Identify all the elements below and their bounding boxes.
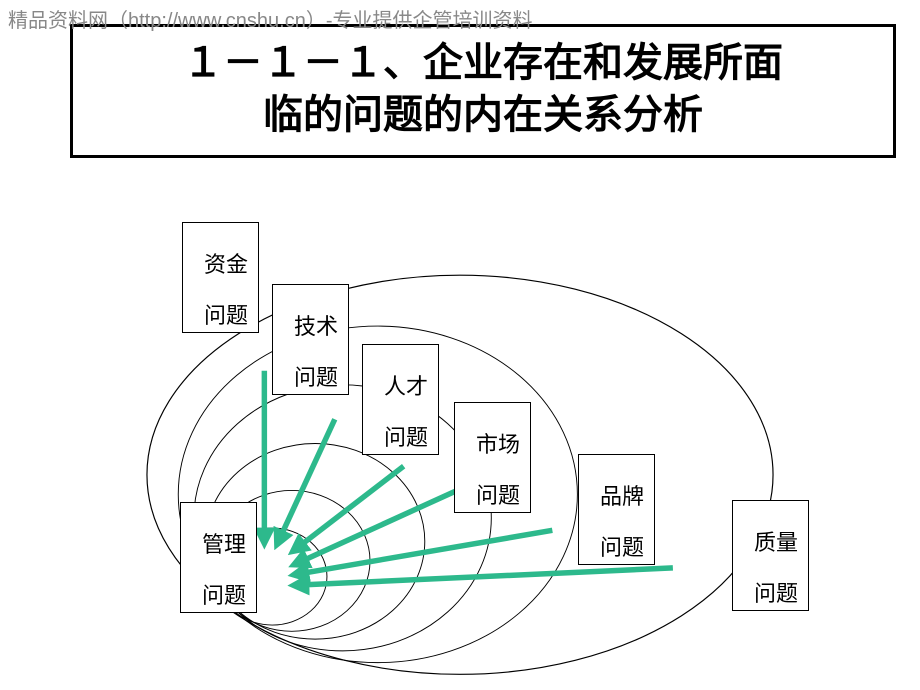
node-technology-l1: 技术 xyxy=(294,314,338,339)
node-capital: 资金 问题 xyxy=(182,222,259,333)
node-technology: 技术 问题 xyxy=(272,284,349,395)
node-market-l1: 市场 xyxy=(476,432,520,457)
node-management-l1: 管理 xyxy=(202,532,246,557)
node-quality: 质量 问题 xyxy=(732,500,809,611)
node-management-l2: 问题 xyxy=(202,583,246,608)
node-management: 管理 问题 xyxy=(180,502,257,613)
watermark-text: 精品资料网（http://www.cnshu.cn）-专业提供企管培训资料 xyxy=(8,4,533,33)
node-brand-l1: 品牌 xyxy=(600,484,644,509)
node-talent-l1: 人才 xyxy=(384,374,428,399)
title-line-1: １－１－１、企业存在和发展所面 xyxy=(93,37,873,89)
node-quality-l2: 问题 xyxy=(754,581,798,606)
node-capital-l2: 问题 xyxy=(204,303,248,328)
node-talent-l2: 问题 xyxy=(384,425,428,450)
title-line-2: 临的问题的内在关系分析 xyxy=(93,89,873,141)
arrow-quality xyxy=(297,568,673,585)
node-capital-l1: 资金 xyxy=(204,252,248,277)
node-brand: 品牌 问题 xyxy=(578,454,655,565)
node-market: 市场 问题 xyxy=(454,402,531,513)
node-quality-l1: 质量 xyxy=(754,530,798,555)
node-market-l2: 问题 xyxy=(476,483,520,508)
node-talent: 人才 问题 xyxy=(362,344,439,455)
title-box: １－１－１、企业存在和发展所面 临的问题的内在关系分析 xyxy=(70,24,896,158)
node-brand-l2: 问题 xyxy=(600,535,644,560)
node-technology-l2: 问题 xyxy=(294,365,338,390)
